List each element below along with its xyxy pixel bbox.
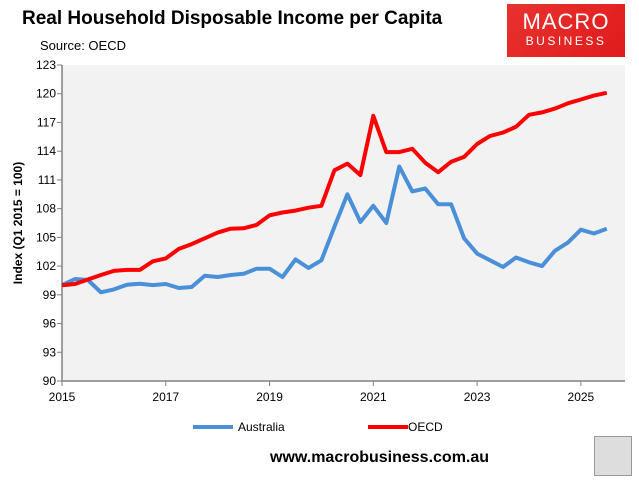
y-tick-label: 102 <box>36 259 56 273</box>
macrobusiness-logo: MACRO BUSINESS <box>507 4 625 57</box>
y-tick-label: 117 <box>37 115 56 129</box>
plot-area <box>62 65 625 381</box>
series-line-oecd <box>61 90 608 288</box>
legend-label-australia: Australia <box>238 420 285 434</box>
y-tick-label: 96 <box>43 317 57 331</box>
logo-line2: BUSINESS <box>525 34 607 48</box>
y-tick-label: 114 <box>37 144 56 158</box>
y-tick-label: 99 <box>43 288 57 302</box>
series-line-australia <box>61 164 608 295</box>
chart-title: Real Household Disposable Income per Cap… <box>22 8 443 29</box>
y-axis-label: Index (Q1 2015 = 100) <box>11 162 25 284</box>
x-tick-label: 2019 <box>256 390 283 404</box>
y-tick-label: 123 <box>36 58 56 72</box>
legend-label-oecd: OECD <box>408 420 443 434</box>
y-tick-label: 120 <box>36 87 56 101</box>
x-tick-label: 2025 <box>568 390 595 404</box>
x-tick-label: 2021 <box>360 390 387 404</box>
chart-source: Source: OECD <box>40 38 126 53</box>
y-tick-label: 105 <box>36 230 56 244</box>
x-tick-label: 2017 <box>152 390 179 404</box>
website-url: www.macrobusiness.com.au <box>270 449 490 466</box>
x-tick-label: 2015 <box>49 390 76 404</box>
x-tick-label: 2023 <box>464 390 491 404</box>
y-tick-label: 111 <box>38 173 57 187</box>
y-tick-label: 90 <box>43 374 57 388</box>
y-tick-label: 108 <box>36 202 56 216</box>
logo-line1: MACRO <box>522 9 610 34</box>
wolf-logo-icon <box>594 436 632 476</box>
y-tick-label: 93 <box>43 345 57 359</box>
